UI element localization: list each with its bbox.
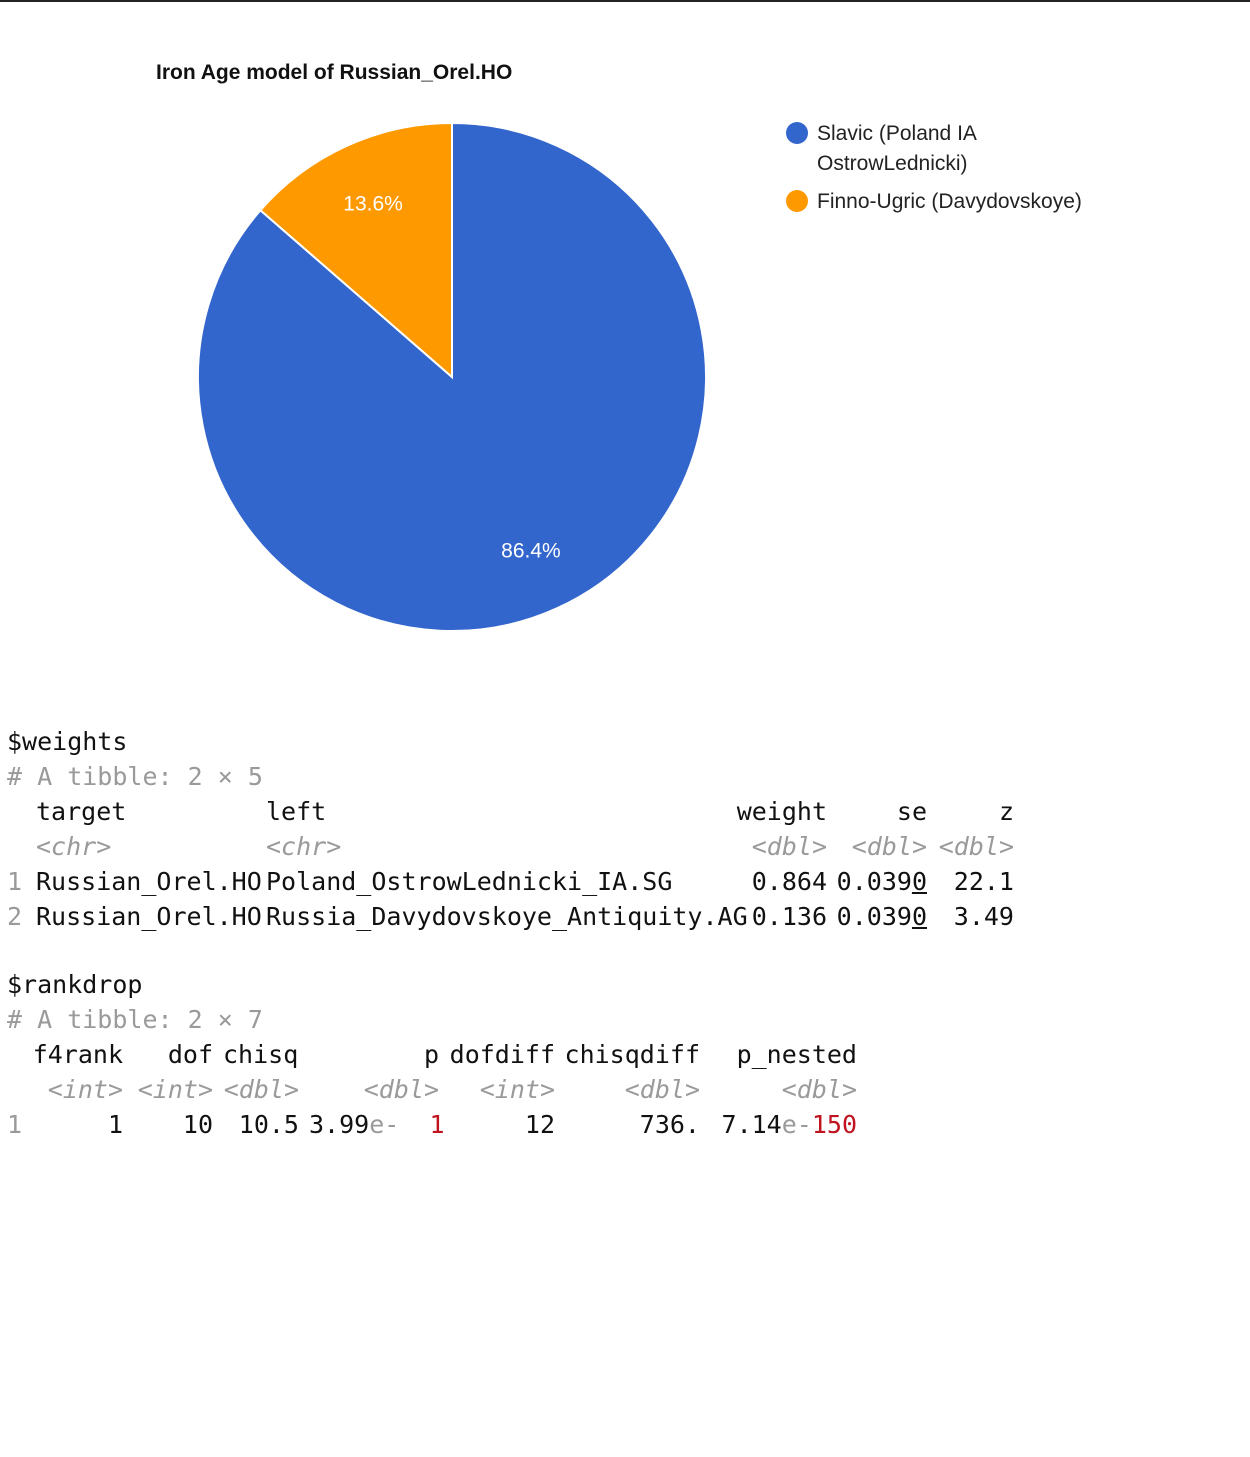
pie-slice-1 — [259, 121, 453, 380]
cell-dofdiff: 12 — [524, 1110, 555, 1139]
col-p: p — [423, 1040, 439, 1069]
weights-column-headers: target left weight se z — [7, 794, 1014, 829]
col-left: left — [266, 797, 327, 826]
table-row: 1 Russian_Orel.HO Poland_OstrowLednicki_… — [7, 864, 1014, 899]
legend-label-1: Finno-Ugric (Davydovskoye) — [817, 190, 1082, 213]
type-f4rank: <int> — [47, 1075, 123, 1104]
col-chisqdiff: chisqdiff — [564, 1040, 700, 1069]
cell-p-nested: 7.14e-150 — [721, 1110, 857, 1139]
col-weight: weight — [736, 797, 827, 826]
legend-marker-1 — [786, 190, 808, 212]
cell-weight: 0.136 — [751, 902, 827, 931]
col-z: z — [998, 797, 1014, 826]
legend-label-0: OstrowLednicki) — [817, 152, 968, 175]
table-row: 1 1 10 10.5 3.99e- 1 12 736. 7.14e-150 — [7, 1107, 857, 1142]
type-chisq: <dbl> — [223, 1075, 299, 1104]
chart-title: Iron Age model of Russian_Orel.HO — [156, 61, 512, 84]
cell-se: 0.0390 — [836, 902, 927, 931]
cell-p: 3.99e- 1 — [309, 1110, 445, 1139]
rankdrop-column-headers: f4rank dof chisq p dofdiff chisqdiff p_n… — [7, 1037, 857, 1072]
row-number: 1 — [7, 867, 23, 896]
cell-chisq: 10.5 — [238, 1110, 299, 1139]
type-weight: <dbl> — [751, 832, 827, 861]
type-dofdiff: <int> — [479, 1075, 555, 1104]
cell-target: Russian_Orel.HO — [36, 867, 262, 896]
rankdrop-output: $rankdrop # A tibble: 2 × 7 f4rank dof c… — [7, 967, 1247, 1140]
chart-legend: Slavic (Poland IA OstrowLednicki) Finno-Ug… — [786, 122, 1082, 213]
cell-left: Poland_OstrowLednicki_IA.SG — [266, 867, 673, 896]
pie-slices — [197, 121, 707, 632]
slice-labels: 86.4% 13.6% — [343, 193, 560, 563]
col-se: se — [896, 797, 927, 826]
col-chisq: chisq — [223, 1040, 299, 1069]
col-dofdiff: dofdiff — [449, 1040, 555, 1069]
type-chisqdiff: <dbl> — [624, 1075, 700, 1104]
cell-weight: 0.864 — [751, 867, 827, 896]
type-dof: <int> — [137, 1075, 213, 1104]
cell-z: 22.1 — [953, 867, 1014, 896]
type-target: <chr> — [36, 832, 112, 861]
slice-label-0: 86.4% — [501, 539, 561, 562]
type-p-nested: <dbl> — [781, 1075, 857, 1104]
weights-column-types: <chr> <chr> <dbl> <dbl> <dbl> — [7, 829, 1014, 864]
cell-left: Russia_Davydovskoye_Antiquity.AG — [266, 902, 748, 931]
cell-se: 0.0390 — [836, 867, 927, 896]
col-dof: dof — [167, 1040, 213, 1069]
row-number: 2 — [7, 902, 23, 931]
slice-label-1: 13.6% — [343, 193, 403, 216]
pie-chart: Iron Age model of Russian_Orel.HO 86.4% 1… — [156, 61, 1082, 632]
col-target: target — [36, 797, 127, 826]
cell-chisqdiff: 736. — [639, 1110, 700, 1139]
type-left: <chr> — [266, 832, 342, 861]
type-p: <dbl> — [363, 1075, 439, 1104]
cell-z: 3.49 — [953, 902, 1014, 931]
weights-output: $weights # A tibble: 2 × 5 target left w… — [7, 724, 1247, 934]
cell-f4rank: 1 — [107, 1110, 123, 1139]
rankdrop-column-types: <int> <int> <dbl> <dbl> <int> <dbl> <dbl… — [7, 1072, 857, 1107]
legend-label-0: Slavic (Poland IA — [817, 122, 977, 145]
col-p-nested: p_nested — [736, 1040, 857, 1069]
type-se: <dbl> — [851, 832, 927, 861]
legend-marker-0 — [786, 122, 808, 144]
cell-dof: 10 — [182, 1110, 213, 1139]
table-row: 2 Russian_Orel.HO Russia_Davydovskoye_An… — [7, 899, 1014, 934]
row-number: 1 — [7, 1110, 23, 1139]
cell-target: Russian_Orel.HO — [36, 902, 262, 931]
col-f4rank: f4rank — [32, 1040, 123, 1069]
top-border — [0, 0, 1250, 2]
type-z: <dbl> — [938, 832, 1014, 861]
